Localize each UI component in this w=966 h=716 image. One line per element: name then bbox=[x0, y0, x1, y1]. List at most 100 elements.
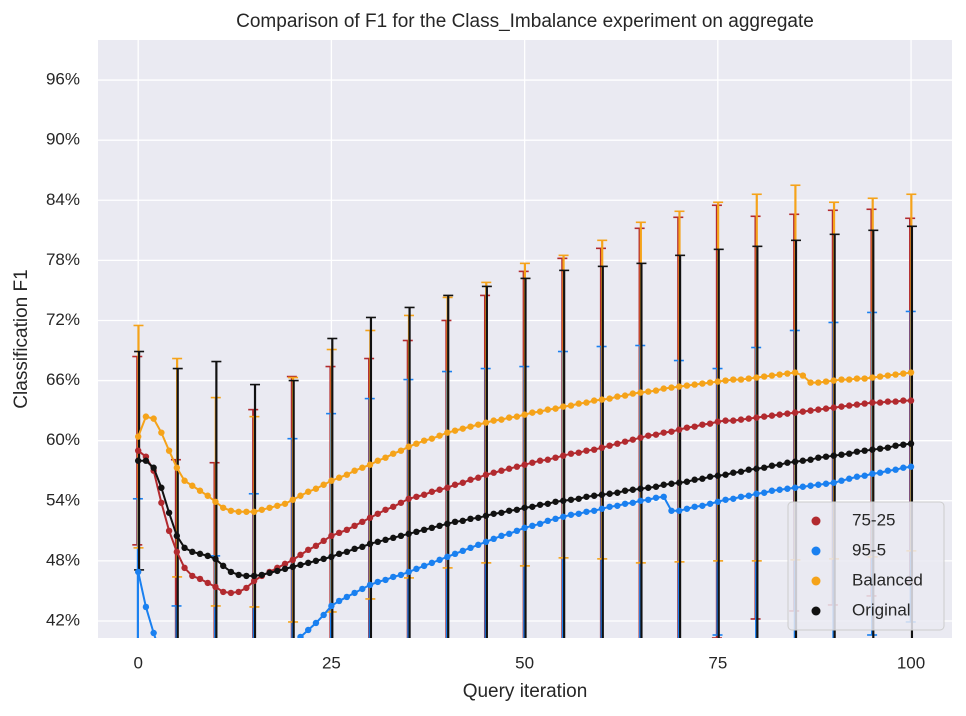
data-point bbox=[328, 477, 335, 484]
data-point bbox=[498, 416, 505, 423]
plot-marks bbox=[132, 184, 917, 703]
data-point bbox=[583, 399, 590, 406]
data-point bbox=[305, 559, 312, 567]
data-point bbox=[181, 544, 188, 552]
data-point bbox=[505, 465, 513, 472]
data-point bbox=[297, 633, 304, 638]
data-point bbox=[536, 501, 544, 508]
data-point bbox=[274, 567, 281, 575]
data-point bbox=[173, 548, 181, 556]
x-tick-label: 100 bbox=[897, 653, 925, 672]
data-point bbox=[174, 673, 180, 679]
data-point bbox=[204, 552, 211, 560]
data-point bbox=[335, 597, 343, 605]
data-point bbox=[521, 411, 528, 418]
data-point bbox=[683, 382, 691, 389]
data-point bbox=[505, 530, 513, 538]
data-point bbox=[220, 695, 226, 701]
data-point bbox=[699, 380, 706, 387]
data-point bbox=[575, 495, 582, 502]
data-point bbox=[436, 432, 443, 439]
data-point bbox=[173, 464, 181, 471]
data-point bbox=[668, 480, 675, 487]
data-point bbox=[258, 506, 266, 513]
data-point bbox=[498, 532, 505, 540]
data-point bbox=[266, 678, 272, 684]
chart-title: Comparison of F1 for the Class_Imbalance… bbox=[236, 11, 814, 32]
data-point bbox=[853, 448, 861, 455]
data-point bbox=[243, 697, 249, 703]
data-point bbox=[529, 522, 536, 530]
data-point bbox=[621, 438, 629, 445]
data-point bbox=[351, 545, 358, 553]
data-point bbox=[536, 457, 544, 464]
data-point bbox=[753, 490, 760, 497]
data-point bbox=[397, 571, 405, 579]
data-point bbox=[259, 688, 265, 694]
data-point bbox=[335, 550, 343, 558]
data-point bbox=[382, 454, 389, 461]
data-point bbox=[675, 383, 683, 390]
data-point bbox=[714, 472, 722, 479]
data-point bbox=[730, 469, 737, 476]
data-point bbox=[776, 411, 783, 418]
data-point bbox=[869, 446, 876, 453]
data-point bbox=[467, 423, 474, 430]
data-point bbox=[815, 481, 822, 488]
data-point bbox=[714, 498, 722, 505]
data-point bbox=[189, 572, 196, 580]
data-point bbox=[134, 433, 142, 440]
data-point bbox=[235, 571, 242, 579]
data-point bbox=[420, 526, 428, 534]
data-point bbox=[490, 535, 497, 543]
data-point bbox=[544, 500, 551, 507]
data-point bbox=[861, 447, 868, 454]
data-point bbox=[328, 532, 335, 540]
data-point bbox=[614, 440, 621, 447]
data-point bbox=[382, 506, 389, 513]
data-point bbox=[583, 447, 590, 454]
data-point bbox=[900, 370, 907, 377]
data-point bbox=[513, 413, 521, 420]
data-point bbox=[498, 509, 505, 516]
data-point bbox=[675, 426, 683, 433]
data-point bbox=[730, 495, 737, 502]
data-point bbox=[784, 410, 791, 417]
data-point bbox=[683, 505, 691, 512]
data-point bbox=[590, 492, 598, 499]
data-point bbox=[629, 436, 637, 443]
data-point bbox=[552, 405, 559, 412]
data-point bbox=[289, 496, 296, 503]
data-point bbox=[567, 496, 575, 503]
data-point bbox=[699, 475, 706, 482]
data-point bbox=[629, 486, 637, 493]
data-point bbox=[166, 663, 172, 669]
data-point bbox=[706, 379, 714, 386]
data-point bbox=[730, 376, 737, 383]
data-point bbox=[645, 388, 652, 395]
data-point bbox=[799, 483, 807, 490]
data-point bbox=[606, 503, 613, 510]
data-point bbox=[165, 447, 173, 454]
data-point bbox=[598, 444, 606, 451]
data-point bbox=[444, 553, 451, 561]
data-point bbox=[142, 457, 150, 464]
data-point bbox=[552, 498, 559, 505]
data-point bbox=[498, 467, 505, 474]
data-point bbox=[815, 454, 822, 461]
data-point bbox=[366, 581, 374, 589]
data-point bbox=[451, 427, 459, 434]
x-tick-label: 25 bbox=[322, 653, 341, 672]
data-point bbox=[691, 476, 698, 483]
data-point bbox=[196, 550, 204, 558]
data-point bbox=[459, 425, 466, 432]
data-point bbox=[189, 683, 195, 689]
data-point bbox=[846, 475, 853, 482]
data-point bbox=[390, 573, 397, 581]
data-point bbox=[359, 464, 366, 471]
data-point bbox=[282, 654, 288, 660]
data-point bbox=[637, 389, 644, 396]
data-point bbox=[838, 477, 845, 484]
data-point bbox=[312, 557, 320, 565]
data-point bbox=[359, 585, 366, 593]
